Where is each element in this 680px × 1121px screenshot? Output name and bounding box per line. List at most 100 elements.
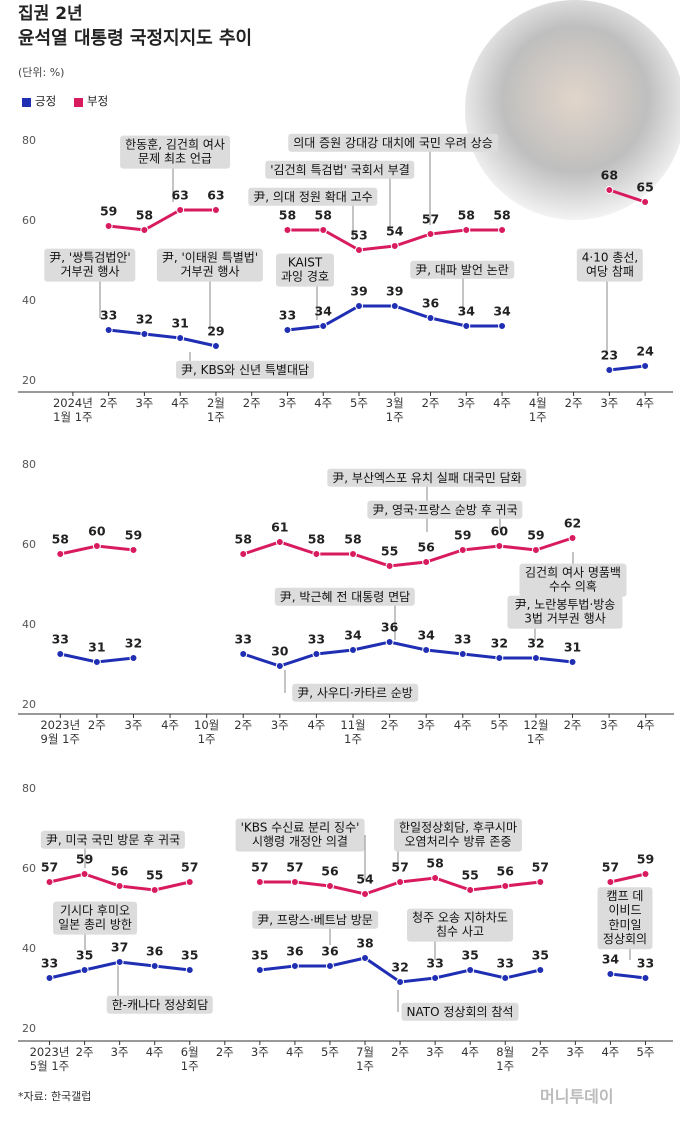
data-label: 58 <box>278 207 297 223</box>
annotation: 尹, '이태원 특별법' 거부권 행사 <box>156 248 264 282</box>
data-label: 32 <box>490 635 509 651</box>
annotation: 'KBS 수신료 분리 징수' 시행령 개정안 의결 <box>235 818 365 852</box>
x-tick-label: 8월 1주 <box>496 1045 515 1073</box>
point <box>390 242 399 250</box>
unit: (단위: %) <box>18 66 65 79</box>
data-label: 33 <box>278 307 297 323</box>
annotation: 尹, 의대 정원 확대 고수 <box>248 187 378 207</box>
x-tick-label: 3주 <box>124 718 143 732</box>
point <box>396 878 405 886</box>
data-label: 32 <box>135 311 154 327</box>
data-label: 33 <box>454 631 472 647</box>
point <box>104 326 113 334</box>
annotation: 尹, '쌍특검법안' 거부권 행사 <box>44 248 136 282</box>
data-label: 24 <box>636 343 654 359</box>
point <box>385 638 394 646</box>
x-tick-label: 3주 <box>600 396 619 410</box>
point <box>45 974 54 982</box>
point <box>80 966 89 974</box>
point <box>396 978 405 986</box>
x-tick-label: 2주 <box>380 718 399 732</box>
x-tick-label: 4주 <box>285 1045 304 1059</box>
data-label: 57 <box>601 859 620 875</box>
y-tick-label: 80 <box>22 782 36 795</box>
annotation: 尹, 사우디·카타르 순방 <box>292 683 418 703</box>
data-label: 33 <box>307 631 326 647</box>
x-tick-label: 2주 <box>242 396 261 410</box>
x-tick-label: 2주 <box>531 1045 550 1059</box>
portrait <box>465 0 680 220</box>
x-tick-label: 4주 <box>171 396 190 410</box>
data-label: 34 <box>314 303 332 319</box>
data-label: 65 <box>636 179 654 195</box>
data-label: 35 <box>251 947 269 963</box>
data-label: 57 <box>181 859 199 875</box>
annotation: KAIST 과잉 경호 <box>276 253 334 287</box>
point <box>129 654 138 662</box>
data-label: 58 <box>344 531 362 547</box>
data-label: 58 <box>426 855 444 871</box>
data-label: 56 <box>321 863 339 879</box>
data-label: 36 <box>421 295 440 311</box>
x-tick-label: 5주 <box>490 718 509 732</box>
x-tick-label: 3월 1주 <box>385 396 404 424</box>
point <box>290 962 299 970</box>
annotation: 4·10 총선, 여당 참패 <box>576 248 644 282</box>
x-tick-label: 10월 1주 <box>194 718 220 746</box>
data-label: 34 <box>457 303 475 319</box>
x-tick-label: 3주 <box>135 396 154 410</box>
point <box>390 302 399 310</box>
data-label: 33 <box>51 631 69 647</box>
legend-swatch <box>22 98 31 107</box>
point <box>431 874 440 882</box>
point <box>431 974 440 982</box>
x-tick-label: 2월 1주 <box>206 396 225 424</box>
data-label: 35 <box>75 947 94 963</box>
annotation: 尹, 박근혜 전 대통령 면담 <box>274 587 416 607</box>
data-label: 31 <box>171 315 189 331</box>
data-label: 58 <box>457 207 475 223</box>
data-label: 58 <box>51 531 69 547</box>
data-label: 59 <box>527 527 545 543</box>
x-tick-label: 3주 <box>278 396 297 410</box>
point <box>361 954 370 962</box>
data-label: 57 <box>531 859 549 875</box>
data-label: 32 <box>391 959 409 975</box>
point <box>355 246 363 254</box>
x-tick-label: 6월 1주 <box>180 1045 199 1073</box>
data-label: 58 <box>135 207 154 223</box>
x-tick-label: 4주 <box>636 718 655 732</box>
annotation: 캠프 데이비드 한미일 정상회의 <box>597 887 653 949</box>
data-label: 56 <box>417 539 435 555</box>
point <box>349 646 357 654</box>
point <box>176 334 185 342</box>
point <box>92 542 101 550</box>
point <box>255 966 264 974</box>
point <box>140 226 149 234</box>
point <box>45 878 54 886</box>
point <box>211 206 220 214</box>
data-label: 61 <box>271 519 289 535</box>
data-label: 58 <box>234 531 252 547</box>
point <box>536 878 545 886</box>
point <box>92 658 101 666</box>
x-tick-label: 4월 1주 <box>528 396 547 424</box>
data-label: 36 <box>321 943 339 959</box>
point <box>422 558 431 566</box>
annotation: 尹, 부산엑스포 유치 실패 대국민 담화 <box>327 468 527 488</box>
point <box>176 206 185 214</box>
data-label: 33 <box>99 307 118 323</box>
y-tick-label: 40 <box>22 294 36 307</box>
data-label: 60 <box>490 523 509 539</box>
x-tick-label: 3주 <box>566 1045 585 1059</box>
point <box>458 650 467 658</box>
x-tick-label: 4주 <box>307 718 326 732</box>
x-tick-label: 5주 <box>350 396 368 410</box>
annotation: 한동훈, 김건희 여사 문제 최초 언급 <box>120 135 230 169</box>
point <box>115 958 124 966</box>
point <box>641 974 650 982</box>
data-label: 33 <box>496 955 514 971</box>
data-label: 34 <box>417 627 435 643</box>
point <box>466 886 475 894</box>
